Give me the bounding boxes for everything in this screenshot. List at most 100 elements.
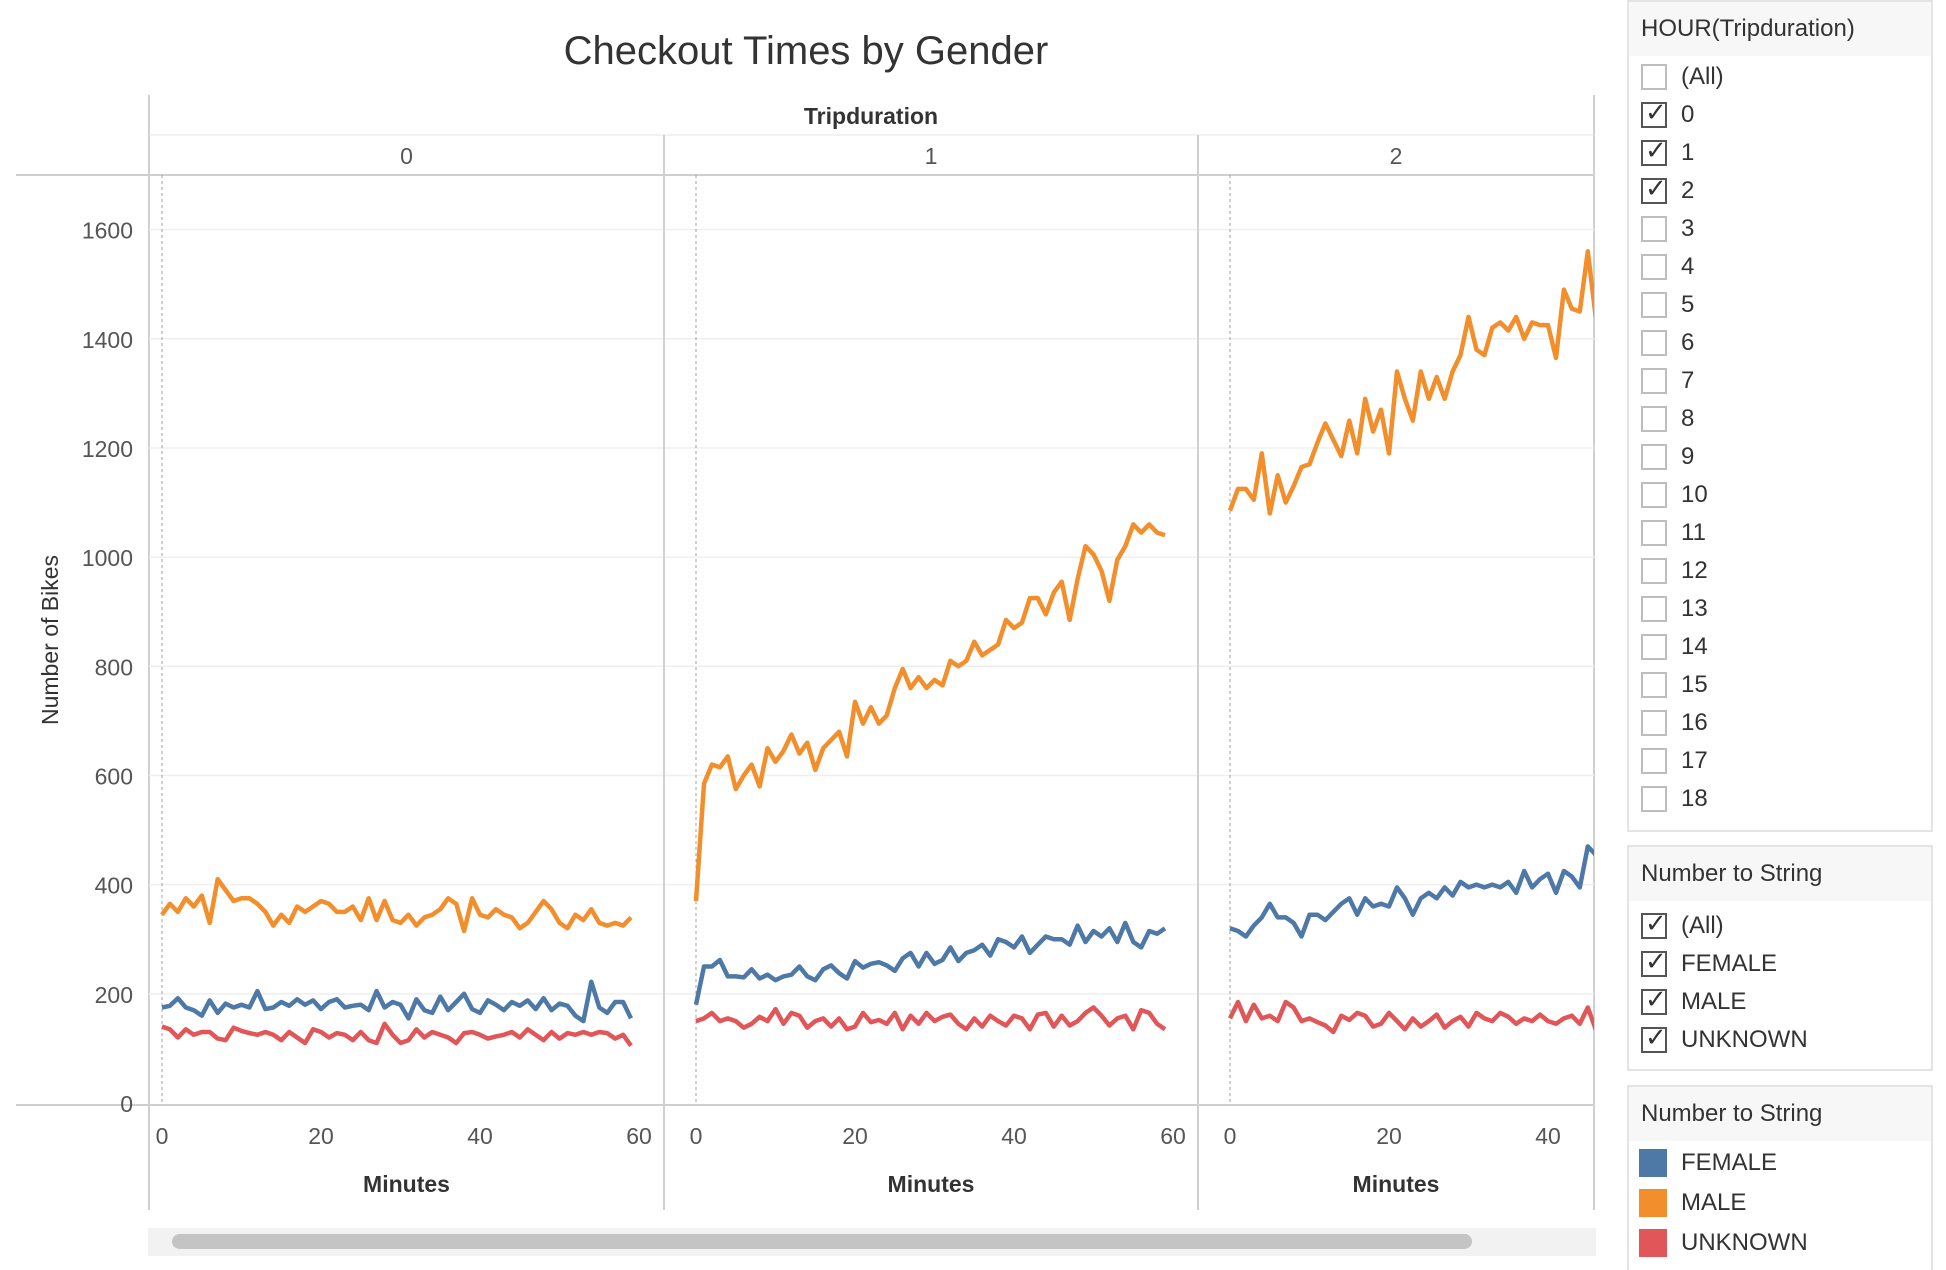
x-axis-label: Minutes xyxy=(363,1171,450,1197)
series-line-male xyxy=(693,522,1166,902)
hour-filter-option[interactable]: 8 xyxy=(1629,400,1931,438)
hour-filter-option[interactable]: 12 xyxy=(1629,552,1931,590)
y-tick-label: 200 xyxy=(95,982,133,1008)
x-tick-label: 0 xyxy=(690,1123,703,1149)
hour-filter-option[interactable]: 6 xyxy=(1629,324,1931,362)
hour-filter-option-label: 8 xyxy=(1681,405,1695,432)
y-tick-label: 800 xyxy=(95,654,133,680)
legend-swatch xyxy=(1639,1189,1667,1217)
legend-item[interactable]: FEMALE xyxy=(1629,1143,1931,1183)
legend-item[interactable]: UNKNOWN xyxy=(1629,1223,1931,1263)
hour-filter-option-label: 9 xyxy=(1681,443,1695,470)
hour-filter-option[interactable]: 0 xyxy=(1629,96,1931,134)
series-line-male xyxy=(160,876,633,934)
panel-header-label: 2 xyxy=(1390,143,1403,169)
color-legend-title: Number to String xyxy=(1629,1087,1931,1141)
checkbox-icon[interactable] xyxy=(1641,672,1667,698)
y-tick-label: 1400 xyxy=(82,327,133,353)
y-tick-label: 0 xyxy=(120,1091,133,1117)
series-line-female xyxy=(693,920,1167,1006)
legend-label: FEMALE xyxy=(1681,1149,1778,1176)
gender-filter-list[interactable]: (All) FEMALE MALE UNKNOWN xyxy=(1629,901,1931,1059)
checkbox-icon[interactable] xyxy=(1641,98,1667,128)
checkbox-icon[interactable] xyxy=(1641,64,1667,90)
hour-filter-option[interactable]: 15 xyxy=(1629,666,1931,704)
gender-filter-option[interactable]: UNKNOWN xyxy=(1629,1021,1931,1059)
x-axis-label: Minutes xyxy=(888,1171,975,1197)
checkbox-icon[interactable] xyxy=(1641,710,1667,736)
hour-filter-option-label: 17 xyxy=(1681,747,1708,774)
hour-filter-option-label: 18 xyxy=(1681,785,1708,812)
y-tick-label: 1000 xyxy=(82,545,133,571)
checkbox-icon[interactable] xyxy=(1641,985,1667,1015)
hour-filter-option-label: 16 xyxy=(1681,709,1708,736)
hour-filter-option-label: 12 xyxy=(1681,557,1708,584)
hour-filter-option[interactable]: 2 xyxy=(1629,172,1931,210)
hour-filter-option[interactable]: 16 xyxy=(1629,704,1931,742)
gender-filter-option[interactable]: MALE xyxy=(1629,983,1931,1021)
checkbox-icon[interactable] xyxy=(1641,558,1667,584)
hour-filter-option-label: 15 xyxy=(1681,671,1708,698)
checkbox-icon[interactable] xyxy=(1641,136,1667,166)
checkbox-icon[interactable] xyxy=(1641,254,1667,280)
x-tick-label: 0 xyxy=(1224,1123,1237,1149)
x-tick-label: 40 xyxy=(1001,1123,1027,1149)
checkbox-icon[interactable] xyxy=(1641,368,1667,394)
y-tick-label: 600 xyxy=(95,763,133,789)
hour-filter-option-label: 5 xyxy=(1681,291,1695,318)
hour-filter-option[interactable]: 18 xyxy=(1629,780,1931,818)
hour-filter-option[interactable]: 7 xyxy=(1629,362,1931,400)
hour-filter-option[interactable]: 10 xyxy=(1629,476,1931,514)
hour-filter-option-label: 4 xyxy=(1681,253,1695,280)
checkbox-icon[interactable] xyxy=(1641,786,1667,812)
hour-filter-option[interactable]: 13 xyxy=(1629,590,1931,628)
hour-filter-option[interactable]: 11 xyxy=(1629,514,1931,552)
checkbox-icon[interactable] xyxy=(1641,330,1667,356)
checkbox-icon[interactable] xyxy=(1641,909,1667,939)
x-tick-label: 40 xyxy=(467,1123,493,1149)
hour-filter-option[interactable]: (All) xyxy=(1629,58,1931,96)
x-axis-label: Minutes xyxy=(1353,1171,1440,1197)
hour-filter-option[interactable]: 14 xyxy=(1629,628,1931,666)
legend-item[interactable]: MALE xyxy=(1629,1183,1931,1223)
checkbox-icon[interactable] xyxy=(1641,596,1667,622)
y-tick-label: 400 xyxy=(95,873,133,899)
series-line-female xyxy=(161,979,634,1024)
checkbox-icon[interactable] xyxy=(1641,520,1667,546)
x-tick-label: 60 xyxy=(1160,1123,1186,1149)
hour-filter-option[interactable]: 4 xyxy=(1629,248,1931,286)
checkbox-icon[interactable] xyxy=(1641,444,1667,470)
scrollbar-thumb[interactable] xyxy=(172,1234,1472,1249)
checkout-times-chart: Checkout Times by GenderTripduration0200… xyxy=(16,29,1595,1210)
hour-filter-option[interactable]: 17 xyxy=(1629,742,1931,780)
hour-filter-option-label: 7 xyxy=(1681,367,1695,394)
y-axis-label: Number of Bikes xyxy=(37,555,63,725)
series-line-unknown xyxy=(695,1005,1167,1032)
checkbox-icon[interactable] xyxy=(1641,406,1667,432)
checkbox-icon[interactable] xyxy=(1641,216,1667,242)
hour-filter-option[interactable]: 3 xyxy=(1629,210,1931,248)
gender-filter-option-label: MALE xyxy=(1681,988,1747,1015)
checkbox-icon[interactable] xyxy=(1641,947,1667,977)
hour-filter-option[interactable]: 5 xyxy=(1629,286,1931,324)
checkbox-icon[interactable] xyxy=(1641,174,1667,204)
chart-title: Checkout Times by Gender xyxy=(564,29,1049,73)
x-tick-label: 20 xyxy=(842,1123,868,1149)
checkbox-icon[interactable] xyxy=(1641,748,1667,774)
checkbox-icon[interactable] xyxy=(1641,1023,1667,1053)
gender-filter-option[interactable]: (All) xyxy=(1629,907,1931,945)
x-tick-label: 20 xyxy=(1376,1123,1402,1149)
gender-filter-option[interactable]: FEMALE xyxy=(1629,945,1931,983)
panel-header-label: 0 xyxy=(400,143,413,169)
checkbox-icon[interactable] xyxy=(1641,292,1667,318)
hour-filter-option-label: 1 xyxy=(1681,139,1695,166)
legend-swatch xyxy=(1639,1229,1667,1257)
hour-filter-list[interactable]: (All)0123456789101112131415161718 xyxy=(1629,56,1931,818)
hour-filter-option[interactable]: 9 xyxy=(1629,438,1931,476)
x-tick-label: 60 xyxy=(626,1123,652,1149)
hour-filter-option-label: 2 xyxy=(1681,177,1695,204)
checkbox-icon[interactable] xyxy=(1641,482,1667,508)
x-tick-label: 0 xyxy=(156,1123,169,1149)
checkbox-icon[interactable] xyxy=(1641,634,1667,660)
hour-filter-option[interactable]: 1 xyxy=(1629,134,1931,172)
